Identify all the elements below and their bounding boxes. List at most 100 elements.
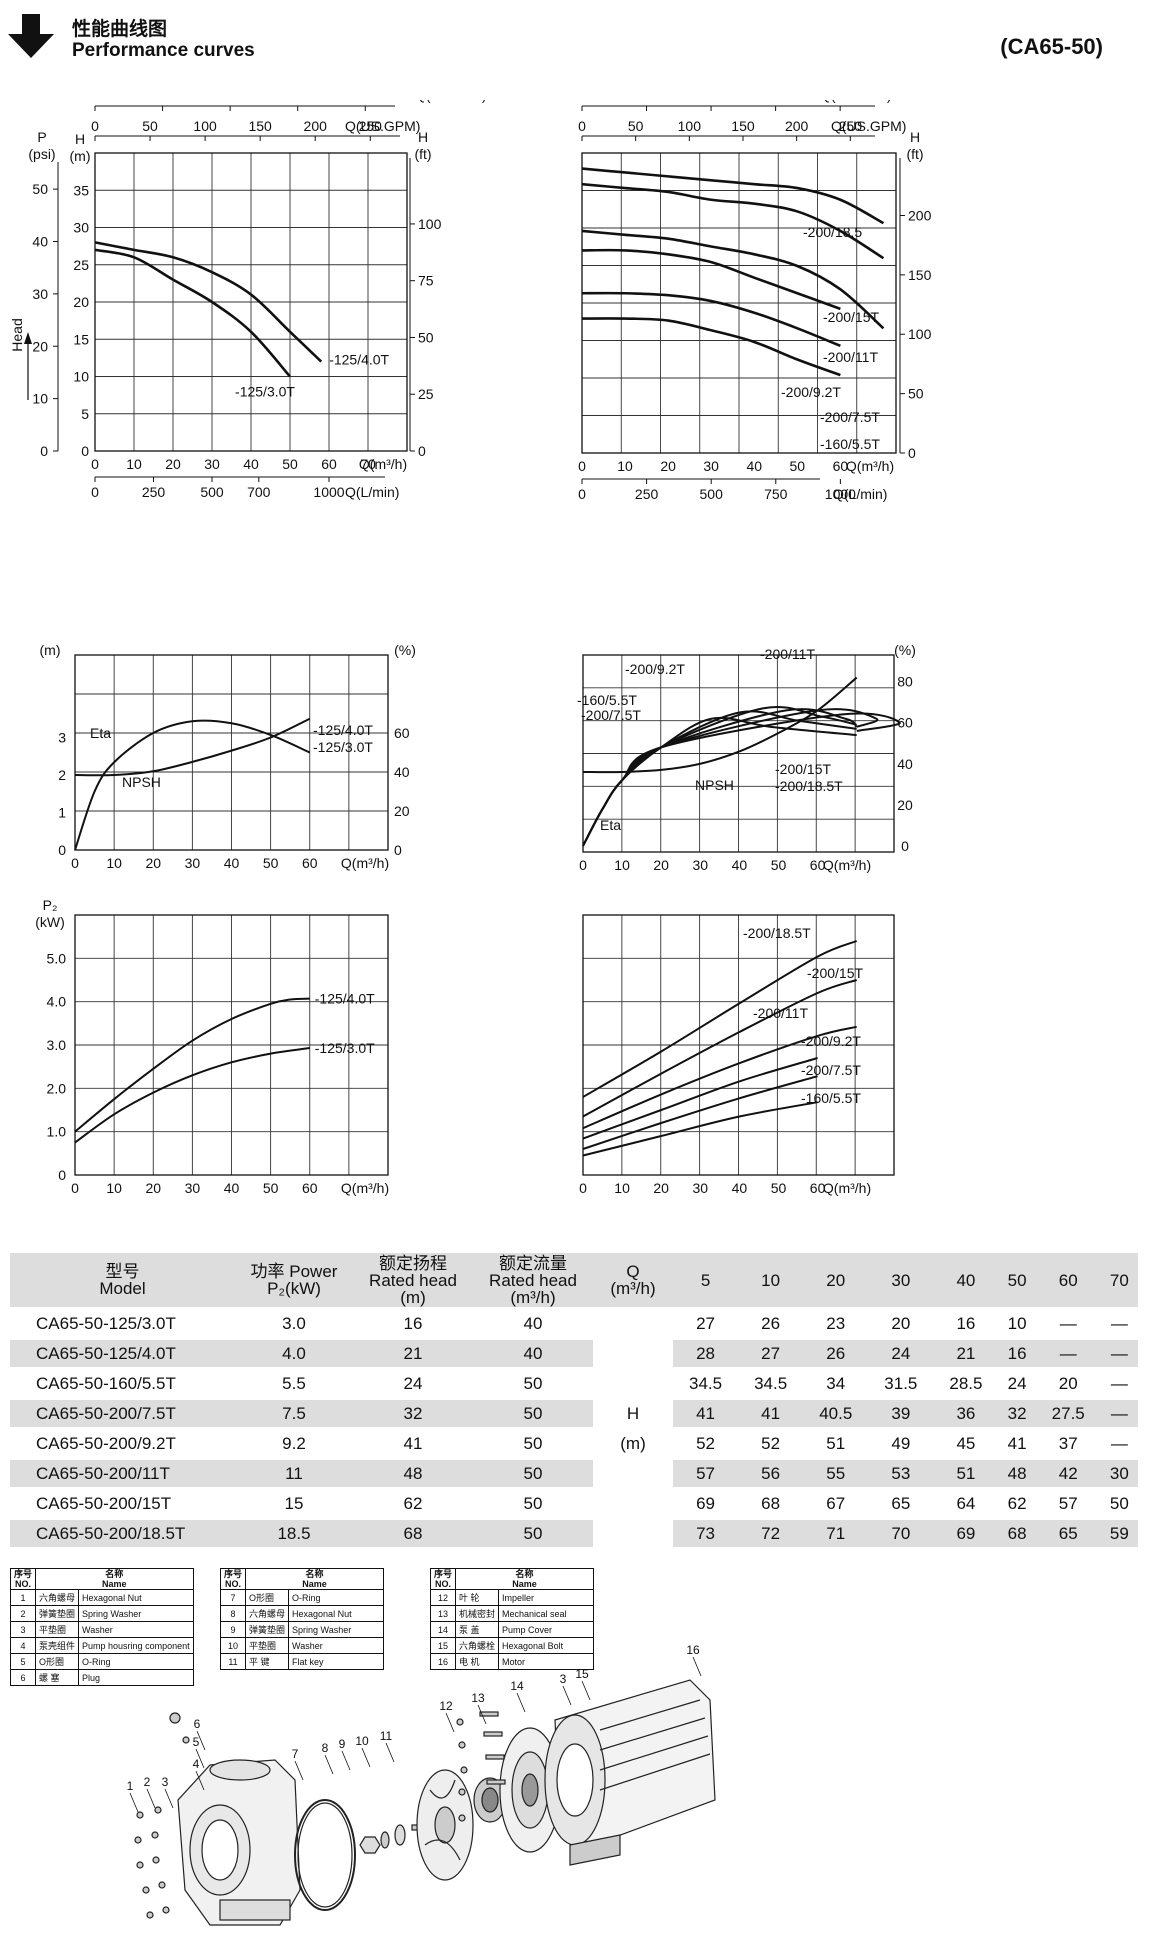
parts-table: 序号 NO. 名称 Name 7 O形圈 O-Ring 8 六角螺母 Hexagonal Nut 9… bbox=[219, 1568, 385, 1670]
m-label: (m) bbox=[40, 642, 61, 658]
tick-label: 200 bbox=[785, 118, 809, 134]
npsh-axis-label: NPSH bbox=[31, 640, 70, 642]
part-name-cn: 六角螺母 bbox=[35, 1589, 80, 1606]
cell-head-value: 41 bbox=[738, 1400, 804, 1427]
cell-head-value: 69 bbox=[696, 1493, 715, 1513]
tick-label: 75 bbox=[418, 273, 434, 289]
part-no: 1 bbox=[9, 1589, 37, 1606]
cell-head-value: 57 bbox=[1058, 1493, 1078, 1513]
left-npsh-eta-chart: 0123NPSH(m)0204060Eta(%)0102030405060Q(m… bbox=[31, 640, 416, 871]
part-callout-number: 3 bbox=[560, 1672, 567, 1686]
part-name-en: Mechanical seal bbox=[498, 1605, 595, 1622]
part-no: 3 bbox=[9, 1621, 37, 1638]
cell-rated-head: 41 bbox=[403, 1433, 423, 1453]
cell-power: 15 bbox=[284, 1493, 304, 1513]
cell-head-value: 27.5 bbox=[1035, 1400, 1101, 1427]
cell-head-value: 62 bbox=[1007, 1493, 1027, 1513]
cell-rated-head: 68 bbox=[353, 1520, 473, 1547]
callout-leader bbox=[195, 1770, 205, 1791]
tick-label: 250 bbox=[142, 484, 166, 500]
cell-power: 9.2 bbox=[282, 1433, 306, 1453]
tick-label: 50 bbox=[155, 100, 171, 103]
npsh-axis-label: NPSH bbox=[575, 640, 579, 642]
cell-rated-flow: 50 bbox=[473, 1400, 593, 1427]
cell-head-value: 24 bbox=[868, 1340, 934, 1367]
cell-h-label bbox=[593, 1340, 673, 1367]
cell-head-value: — bbox=[1059, 1313, 1077, 1333]
cell-head-value: 16 bbox=[956, 1313, 976, 1333]
tick-label: 30 bbox=[185, 1180, 201, 1196]
col-power: 功率 Power P₂(kW) bbox=[235, 1253, 353, 1307]
tick-label: 0 bbox=[40, 443, 48, 459]
tick-label: 40 bbox=[224, 855, 240, 871]
cell-head-value: 10 bbox=[1007, 1313, 1027, 1333]
tick-label: 40 bbox=[732, 1180, 748, 1196]
table-row: CA65-50-125/4.0T 4.0 21 40 28 27 26 24 21 16— — bbox=[10, 1340, 1138, 1367]
part-callout-number: 3 bbox=[162, 1775, 169, 1789]
series-line bbox=[94, 248, 291, 378]
col-q: Q (m³/h) bbox=[593, 1253, 673, 1307]
table-row: CA65-50-200/7.5T 7.5 32 50 H 41 41 40.5 39 36 32 27… bbox=[10, 1400, 1138, 1427]
parts-no-header: 序号 NO. bbox=[9, 1568, 37, 1590]
cell-power: 7.5 bbox=[235, 1400, 353, 1427]
tick-label: 50 bbox=[639, 100, 655, 103]
tick-label: 20 bbox=[394, 803, 410, 819]
col-q-5: 5 bbox=[673, 1253, 739, 1307]
tick-label: 30 bbox=[693, 1180, 709, 1196]
series-label: -200/9.2T bbox=[625, 661, 685, 677]
parts-row: 8 六角螺母 Hexagonal Nut bbox=[219, 1605, 385, 1622]
tick-label: 3.0 bbox=[47, 1037, 67, 1053]
us-gpm-label: Q(US.GPM) bbox=[831, 118, 906, 134]
cell-head-value: 57 bbox=[673, 1460, 739, 1487]
tick-label: 40 bbox=[394, 764, 410, 780]
cell-head-value: 30 bbox=[1100, 1460, 1138, 1487]
cell-head-value: 73 bbox=[673, 1520, 739, 1547]
plot-frame bbox=[582, 914, 895, 1176]
parts-row: 11 平 键 Flat key bbox=[219, 1653, 385, 1670]
table-row: CA65-50-200/15T 15 62 50 69 68 67 65 64 62 57 50 bbox=[10, 1490, 1138, 1517]
cell-head-value: 67 bbox=[826, 1493, 846, 1513]
cell-head-value: 20 bbox=[891, 1313, 911, 1333]
series-line bbox=[582, 712, 901, 847]
part-name-cn: 叶 轮 bbox=[455, 1589, 500, 1606]
cell-h-label bbox=[593, 1370, 673, 1397]
tick-label: 20 bbox=[653, 857, 669, 873]
tick-label: 10 bbox=[614, 1180, 630, 1196]
tick-label: 40 bbox=[32, 234, 48, 250]
cell-head-value: 72 bbox=[738, 1520, 804, 1547]
series-line bbox=[582, 1025, 857, 1130]
cell-rated-flow: 50 bbox=[523, 1493, 543, 1513]
callout-leader bbox=[129, 1792, 139, 1813]
tick-label: 150 bbox=[908, 267, 932, 283]
im-gpm-label: Q(IM.GPM) bbox=[820, 100, 892, 103]
part-name-en: Hexagonal Nut bbox=[78, 1589, 194, 1606]
cell-h-label: (m) bbox=[593, 1430, 673, 1457]
col-rated-flow: 额定流量 Rated head (m³/h) bbox=[473, 1253, 593, 1307]
tick-label: 25 bbox=[73, 257, 89, 273]
cell-head-value: 32 bbox=[998, 1400, 1036, 1427]
part-name-cn: 六角螺母 bbox=[245, 1605, 290, 1622]
series-label: -200/11T bbox=[753, 1005, 808, 1021]
callout-leader bbox=[581, 1680, 591, 1701]
ft-label: (ft) bbox=[414, 146, 431, 162]
cell-head-value: 40.5 bbox=[803, 1400, 869, 1427]
tick-label: 10 bbox=[126, 456, 142, 472]
tick-label: 70 bbox=[360, 456, 376, 472]
cell-power: 11 bbox=[235, 1460, 353, 1487]
cell-head-value: 20 bbox=[1058, 1373, 1078, 1393]
cell-rated-head: 21 bbox=[353, 1340, 473, 1367]
tick-label: 20 bbox=[145, 1180, 161, 1196]
cell-head-value: 59 bbox=[1100, 1520, 1138, 1547]
part-no: 5 bbox=[9, 1653, 37, 1670]
cell-head-value: 27 bbox=[696, 1313, 715, 1333]
nut-washer-parts bbox=[359, 1824, 425, 1854]
cell-head-value: 39 bbox=[868, 1400, 934, 1427]
down-arrow-icon bbox=[8, 14, 54, 58]
part-name-en: Spring Washer bbox=[288, 1621, 385, 1638]
tick-label: 0 bbox=[91, 456, 99, 472]
tick-label: 15 bbox=[73, 331, 89, 347]
cell-power: 3.0 bbox=[282, 1313, 306, 1333]
tick-label: 5 bbox=[81, 406, 89, 422]
series-label: -200/11T bbox=[760, 646, 815, 662]
